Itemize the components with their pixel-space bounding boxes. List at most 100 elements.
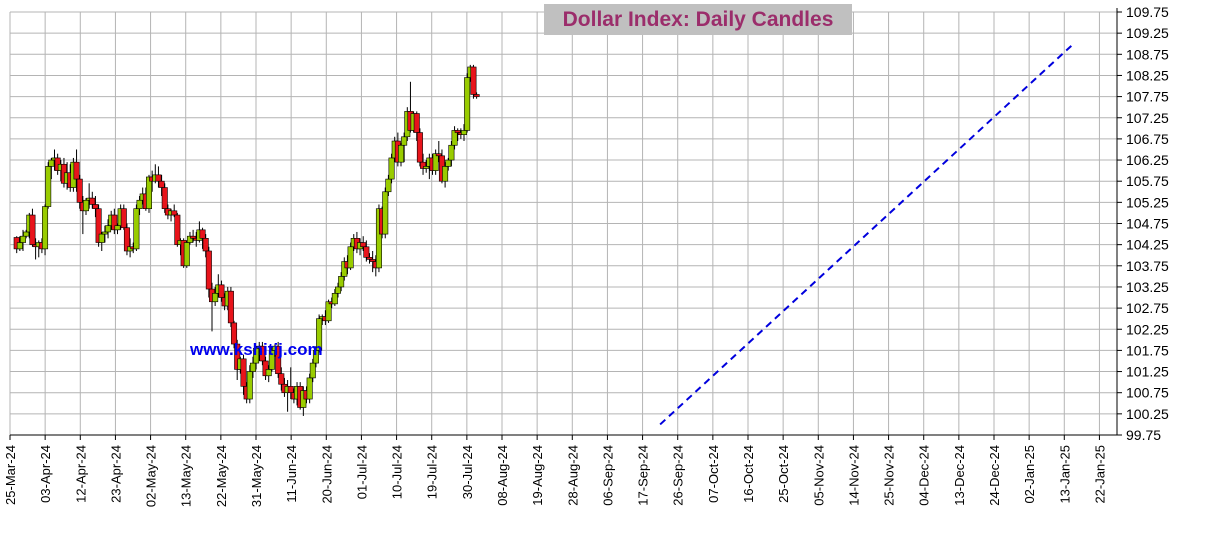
y-tick-label: 100.75 [1126, 385, 1169, 401]
x-tick-label: 25-Nov-24 [882, 445, 897, 506]
x-tick-label: 30-Jul-24 [460, 445, 475, 499]
candle-body [227, 290, 234, 324]
candle-body [158, 180, 165, 188]
x-tick-label: 12-Apr-24 [73, 445, 88, 503]
candle-body [435, 153, 442, 157]
candle-body [133, 208, 140, 250]
y-tick-label: 103.75 [1126, 258, 1169, 274]
x-tick-labels: 25-Mar-24 03-Apr-24 12-Apr-24 23-Apr-24 02-M… [3, 445, 1107, 507]
y-tick-label: 107.25 [1126, 110, 1169, 126]
candle-body [48, 159, 55, 167]
x-tick-label: 10-Jul-24 [390, 445, 405, 499]
x-tick-label: 07-Oct-24 [706, 445, 721, 503]
candle-body [259, 345, 266, 362]
candle-body [42, 206, 49, 250]
x-tick-label: 26-Sep-24 [671, 445, 686, 506]
candle-body [338, 276, 345, 288]
candle-body [473, 94, 480, 97]
candle-body [98, 233, 105, 243]
candle-body [388, 157, 395, 180]
y-tick-label: 105.25 [1126, 194, 1169, 210]
x-tick-label: 14-Nov-24 [846, 445, 861, 506]
x-tick-label: 13-May-24 [179, 445, 194, 507]
y-tick-label: 101.75 [1126, 342, 1169, 358]
candle-body [442, 166, 449, 182]
candle-body [432, 153, 439, 171]
x-tick-label: 19-Aug-24 [530, 445, 545, 506]
candle-body [183, 242, 190, 267]
x-tick-label: 02-May-24 [144, 445, 159, 507]
y-tick-label: 99.75 [1126, 427, 1161, 443]
candle-body [382, 191, 389, 235]
candle-body [101, 231, 108, 235]
axes [9, 8, 1122, 440]
candle-body [16, 242, 23, 250]
candle-body [120, 208, 127, 229]
y-tick-label: 104.25 [1126, 237, 1169, 253]
candle-body [171, 210, 178, 216]
y-tick-label: 108.25 [1126, 67, 1169, 83]
y-tick-label: 109.25 [1126, 25, 1169, 41]
x-tick-label: 31-May-24 [249, 445, 264, 507]
candles [13, 64, 480, 416]
candle-body [202, 238, 209, 252]
candle-body [19, 235, 26, 243]
y-tick-label: 101.25 [1126, 364, 1169, 380]
candle-body [448, 144, 455, 161]
x-tick-label: 22-Jan-25 [1092, 445, 1107, 504]
candle-body [385, 178, 392, 193]
candle-body [174, 214, 181, 245]
candle-body [218, 284, 225, 298]
candle-body [363, 246, 370, 258]
candle-body [76, 178, 83, 203]
candle-body [161, 187, 168, 209]
x-tick-label: 24-Dec-24 [987, 445, 1002, 506]
candle-body [249, 362, 256, 372]
candle-body [369, 259, 376, 262]
candle-body [212, 292, 219, 303]
trendline [659, 45, 1072, 426]
candle-body [470, 66, 477, 95]
candle-body [136, 199, 143, 209]
candle-body [325, 301, 332, 322]
x-tick-label: 23-Apr-24 [108, 445, 123, 503]
y-tick-label: 104.75 [1126, 216, 1169, 232]
x-tick-label: 25-Mar-24 [3, 445, 18, 505]
candle-body [312, 350, 319, 364]
candle-body [416, 132, 423, 163]
candle-body [366, 257, 373, 260]
candle-body [29, 214, 36, 245]
x-tick-label: 20-Jun-24 [319, 445, 334, 504]
candle-body [331, 292, 338, 305]
x-tick-label: 11-Jun-24 [284, 445, 299, 503]
x-tick-label: 25-Oct-24 [776, 445, 791, 503]
x-tick-label: 04-Dec-24 [917, 445, 932, 506]
y-tick-label: 100.25 [1126, 406, 1169, 422]
watermark-url: www.kshitij.com [190, 340, 323, 359]
candle-body [423, 166, 430, 169]
candle-body [360, 242, 367, 248]
x-tick-label: 17-Sep-24 [636, 445, 651, 506]
candle-body [265, 369, 272, 377]
candle-body [89, 197, 96, 205]
candle-body [240, 358, 247, 387]
x-tick-label: 05-Nov-24 [811, 445, 826, 506]
candle-body [268, 350, 275, 370]
candle-body [306, 377, 313, 400]
candle-body [83, 199, 90, 212]
y-tick-label: 105.75 [1126, 173, 1169, 189]
x-tick-label: 13-Dec-24 [952, 445, 967, 506]
candle-body [401, 136, 408, 146]
candle-body [464, 77, 471, 131]
candle-body [454, 130, 461, 133]
x-tick-label: 02-Jan-25 [1022, 445, 1037, 504]
candle-body [397, 144, 404, 163]
candle-body [445, 159, 452, 167]
candle-body [155, 174, 162, 182]
y-tick-label: 107.75 [1126, 89, 1169, 105]
y-tick-label: 106.25 [1126, 152, 1169, 168]
y-tick-label: 102.75 [1126, 300, 1169, 316]
x-tick-label: 13-Jan-25 [1057, 445, 1072, 504]
candle-body [316, 318, 323, 351]
